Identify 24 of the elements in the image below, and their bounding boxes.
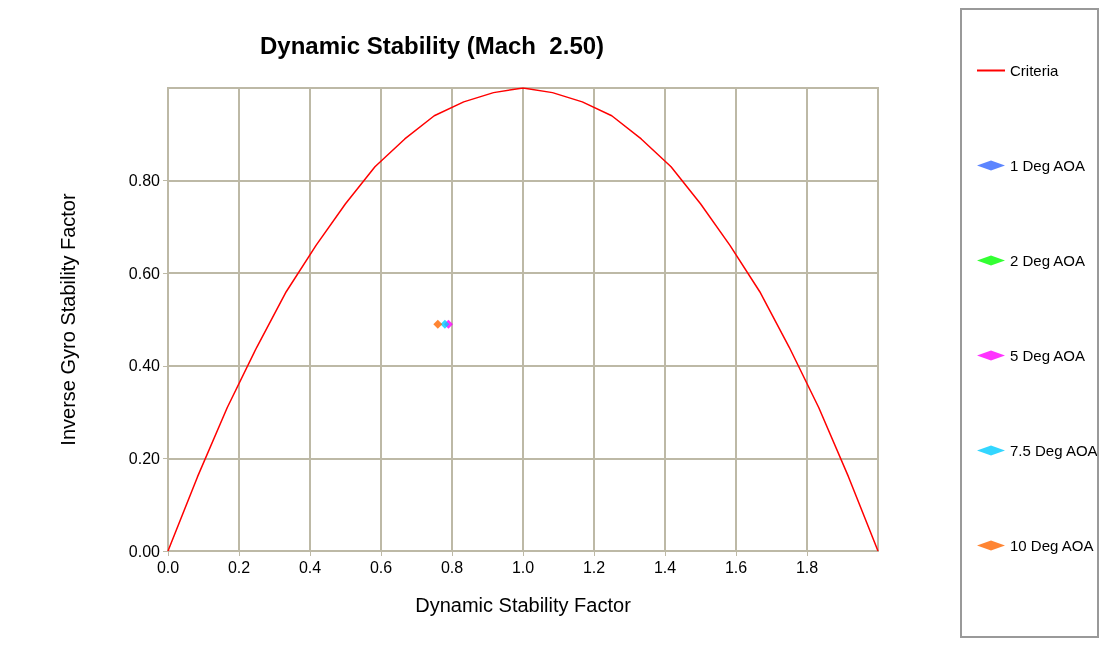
x-tick-label: 0.4 <box>298 558 322 576</box>
legend-label: 1 Deg AOA <box>1010 157 1086 174</box>
y-tick-label: 0.20 <box>128 449 161 467</box>
x-tick-label: 1.6 <box>724 558 748 576</box>
x-tick-label: 1.2 <box>582 558 606 576</box>
x-tick-label: 0.0 <box>156 558 180 576</box>
x-tick-label: 1.0 <box>511 558 535 576</box>
x-tick-label: 1.4 <box>653 558 677 576</box>
x-tick-label: 0.6 <box>369 558 393 576</box>
legend-label: 7.5 Deg AOA <box>1010 442 1098 459</box>
y-tick-label: 0.00 <box>128 542 161 560</box>
x-tick-label: 0.2 <box>227 558 251 576</box>
legend-label: Criteria <box>1010 62 1059 79</box>
chart-title: Dynamic Stability (Mach 2.50) <box>259 31 605 59</box>
y-tick-label: 0.80 <box>128 172 161 190</box>
legend-label: 10 Deg AOA <box>1010 537 1094 554</box>
x-axis-title: Dynamic Stability Factor <box>415 594 632 616</box>
x-tick-label: 1.8 <box>795 558 819 576</box>
legend-label: 5 Deg AOA <box>1010 347 1086 364</box>
y-axis-title: Inverse Gyro Stability Factor <box>57 193 79 446</box>
y-tick-label: 0.40 <box>128 357 161 375</box>
legend-label: 2 Deg AOA <box>1010 252 1086 269</box>
x-tick-label: 0.8 <box>440 558 464 576</box>
y-tick-label: 0.60 <box>128 264 161 282</box>
